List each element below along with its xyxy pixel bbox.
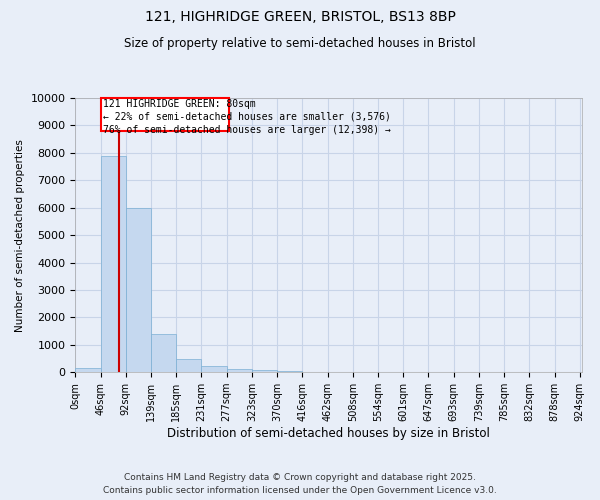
Bar	[176, 359, 202, 372]
Text: Size of property relative to semi-detached houses in Bristol: Size of property relative to semi-detach…	[124, 38, 476, 51]
Bar	[202, 366, 227, 372]
Bar	[151, 334, 176, 372]
Text: Contains HM Land Registry data © Crown copyright and database right 2025.
Contai: Contains HM Land Registry data © Crown c…	[103, 474, 497, 495]
Bar	[277, 371, 302, 372]
Bar	[252, 370, 277, 372]
Bar	[75, 368, 101, 372]
Bar	[101, 156, 126, 372]
Text: 121 HIGHRIDGE GREEN: 80sqm
← 22% of semi-detached houses are smaller (3,576)
76%: 121 HIGHRIDGE GREEN: 80sqm ← 22% of semi…	[103, 98, 391, 135]
Bar	[227, 368, 252, 372]
Bar	[126, 208, 151, 372]
Y-axis label: Number of semi-detached properties: Number of semi-detached properties	[15, 138, 25, 332]
X-axis label: Distribution of semi-detached houses by size in Bristol: Distribution of semi-detached houses by …	[167, 427, 490, 440]
Bar	[101, 98, 229, 131]
Text: 121, HIGHRIDGE GREEN, BRISTOL, BS13 8BP: 121, HIGHRIDGE GREEN, BRISTOL, BS13 8BP	[145, 10, 455, 24]
